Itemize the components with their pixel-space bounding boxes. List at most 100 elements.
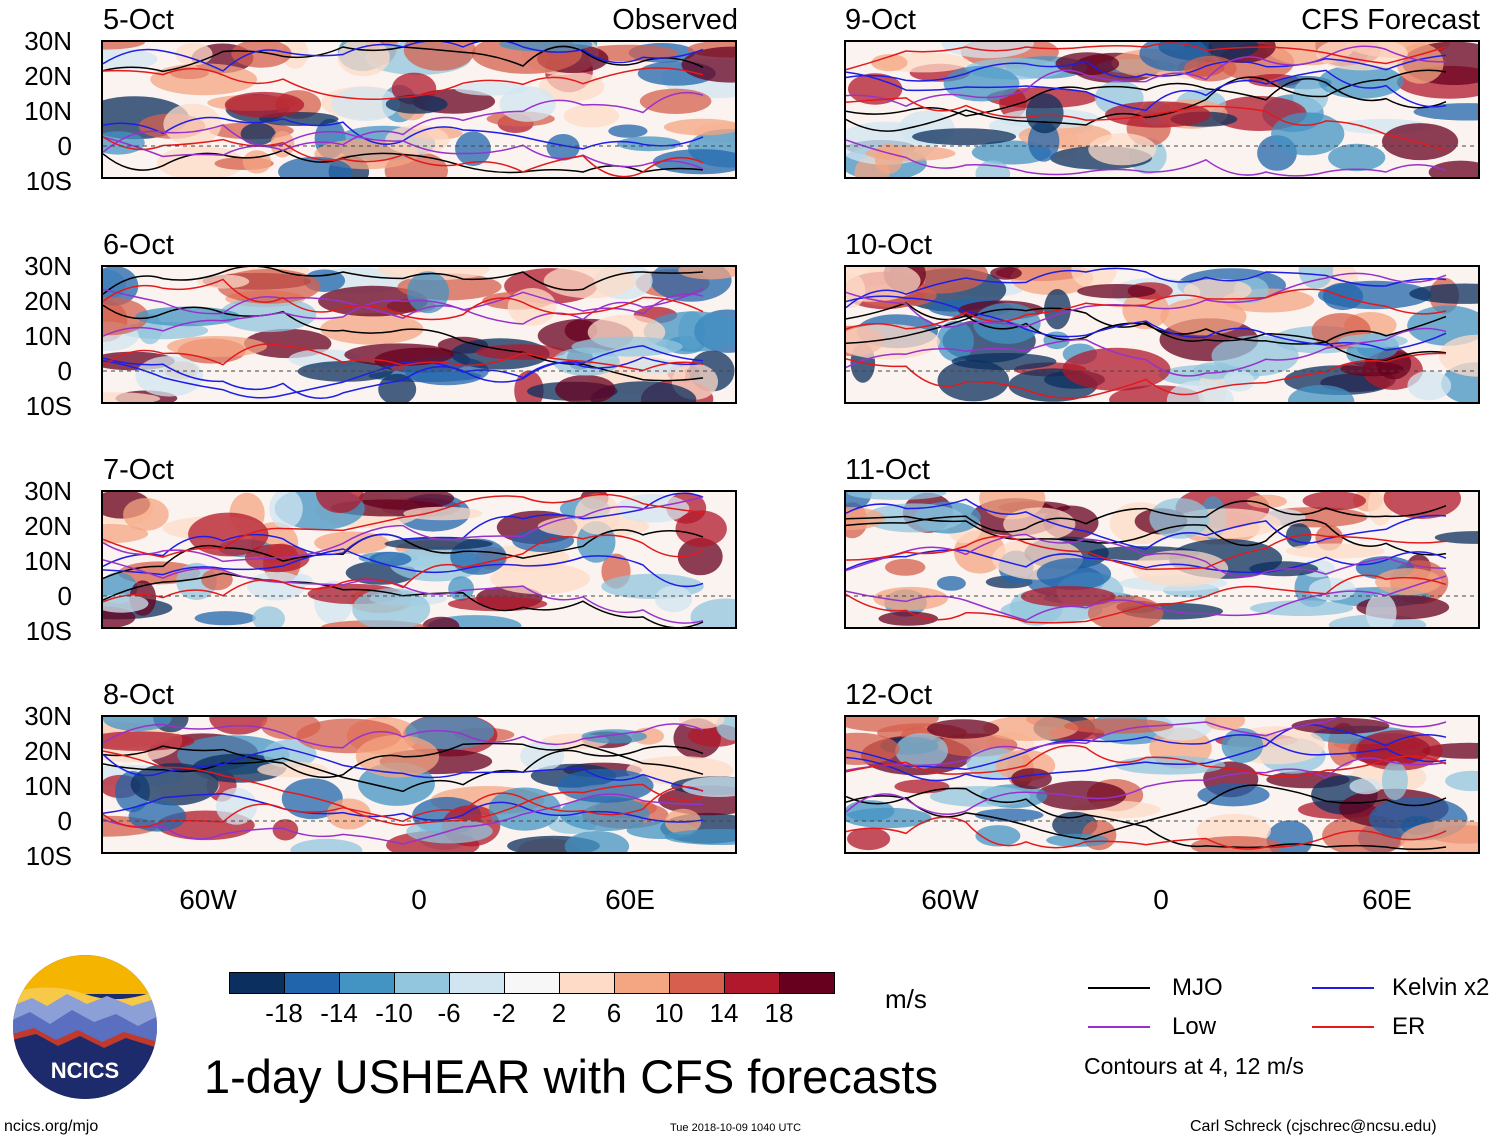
shear-field [103, 492, 735, 627]
colorbar-swatch [559, 972, 615, 994]
shear-anomaly-blob [290, 838, 363, 852]
shear-anomaly-blob [895, 733, 948, 769]
lat-label: 30N [24, 251, 72, 281]
shear-anomaly-blob [847, 492, 947, 500]
shear-anomaly-blob [848, 73, 903, 105]
shear-anomaly-blob [655, 585, 693, 613]
colorbar-swatch [724, 972, 780, 994]
shear-anomaly-blob [1340, 361, 1404, 377]
shear-anomaly-blob [1036, 558, 1112, 590]
shear-field [846, 42, 1478, 177]
shear-anomaly-blob [1400, 820, 1478, 852]
shear-anomaly-blob [1183, 278, 1252, 302]
shear-anomaly-blob [885, 558, 926, 576]
shear-anomaly-blob [1044, 289, 1071, 330]
shear-anomaly-blob [1071, 267, 1117, 289]
wave-contour [846, 533, 1447, 571]
lon-label-60e: 60E [1362, 884, 1412, 915]
shear-anomaly-blob [1328, 143, 1386, 172]
shear-anomaly-blob [231, 42, 292, 68]
shear-anomaly-blob [242, 150, 272, 174]
ncics-logo: NCICS [12, 954, 158, 1100]
shear-anomaly-blob [1025, 93, 1064, 134]
shear-anomaly-blob [263, 739, 317, 769]
shear-anomaly-blob [678, 267, 735, 280]
shear-field [846, 267, 1478, 402]
lat-label: 20N [24, 511, 72, 541]
shear-anomaly-blob [252, 606, 285, 627]
shear-anomaly-blob [1249, 600, 1354, 616]
shear-anomaly-blob [874, 143, 903, 174]
lat-label: 10S [25, 616, 72, 646]
wave-contour [846, 816, 1447, 850]
shear-anomaly-blob [1302, 492, 1366, 511]
wave-contour [846, 500, 1447, 533]
lon-label-0: 0 [411, 884, 427, 915]
colorbar-swatch [669, 972, 725, 994]
shear-anomaly-blob [974, 808, 1044, 822]
shear-anomaly-blob [247, 571, 306, 601]
lat-label: 10S [25, 841, 72, 871]
colorbar-tick: 18 [764, 998, 794, 1028]
shear-anomaly-blob [1115, 755, 1226, 775]
shear-anomaly-blob [975, 825, 1021, 847]
legend-er-label: ER [1392, 1013, 1426, 1040]
legend-low-line [1088, 1026, 1150, 1028]
shear-anomaly-blob [1409, 283, 1478, 304]
source-url[interactable]: ncics.org/mjo [4, 1118, 99, 1135]
forecast-map-panel [844, 490, 1480, 629]
wave-contour [103, 42, 704, 72]
shear-anomaly-blob [358, 492, 455, 510]
shear-anomaly-blob [951, 353, 1057, 370]
colorbar-unit: m/s [885, 984, 927, 1014]
wave-contour [846, 288, 1447, 330]
wave-contour [103, 534, 704, 603]
panel-date: 12-Oct [845, 679, 933, 711]
shear-anomaly-blob [128, 801, 187, 832]
shear-anomaly-blob [1088, 133, 1157, 166]
shear-anomaly-blob [499, 42, 593, 52]
colorbar-tick: -6 [437, 998, 461, 1028]
shear-anomaly-blob [499, 86, 556, 122]
shear-anomaly-blob [1439, 334, 1478, 377]
legend-low-label: Low [1172, 1013, 1217, 1040]
shear-anomaly-blob [315, 492, 364, 514]
wave-contour [846, 69, 1447, 112]
colorbar-swatch [614, 972, 670, 994]
wave-contour [103, 723, 704, 749]
wave-contour [846, 574, 1447, 624]
wave-contour [103, 493, 704, 558]
shear-anomaly-blob [1382, 123, 1459, 161]
lon-label-60e: 60E [605, 884, 655, 915]
shear-anomaly-blob [639, 88, 712, 114]
lat-label: 10N [24, 321, 72, 351]
shear-anomaly-blob [1291, 717, 1390, 734]
shear-anomaly-blob [590, 381, 697, 402]
shear-anomaly-blob [320, 313, 424, 345]
timestamp: Tue 2018-10-09 1040 UTC [670, 1122, 802, 1134]
wave-contour [846, 734, 1447, 771]
wave-contour [103, 124, 704, 170]
wave-contour [103, 91, 704, 158]
observed-map-panel [101, 40, 737, 179]
lon-label-60w: 60W [179, 884, 237, 915]
wave-contour [103, 746, 704, 792]
shear-anomaly-blob [564, 831, 630, 852]
shear-anomaly-blob [1349, 778, 1382, 795]
wave-contour [846, 139, 1447, 177]
wave-contour [846, 757, 1447, 815]
shear-anomaly-blob [344, 343, 454, 366]
shear-anomaly-blob [1003, 507, 1076, 541]
shear-anomaly-blob [943, 65, 1020, 102]
shear-anomaly-blob [1285, 543, 1385, 559]
shear-anomaly-blob [281, 778, 343, 820]
shear-anomaly-blob [559, 796, 650, 832]
wave-contour [103, 291, 704, 337]
colorbar-swatch [339, 972, 395, 994]
panel-date: 9-Oct [845, 4, 916, 36]
observed-map-panel [101, 490, 737, 629]
lat-label: 30N [24, 701, 72, 731]
shear-anomaly-blob [847, 827, 891, 851]
shear-anomaly-blob [1149, 498, 1210, 539]
lat-label: 30N [24, 476, 72, 506]
